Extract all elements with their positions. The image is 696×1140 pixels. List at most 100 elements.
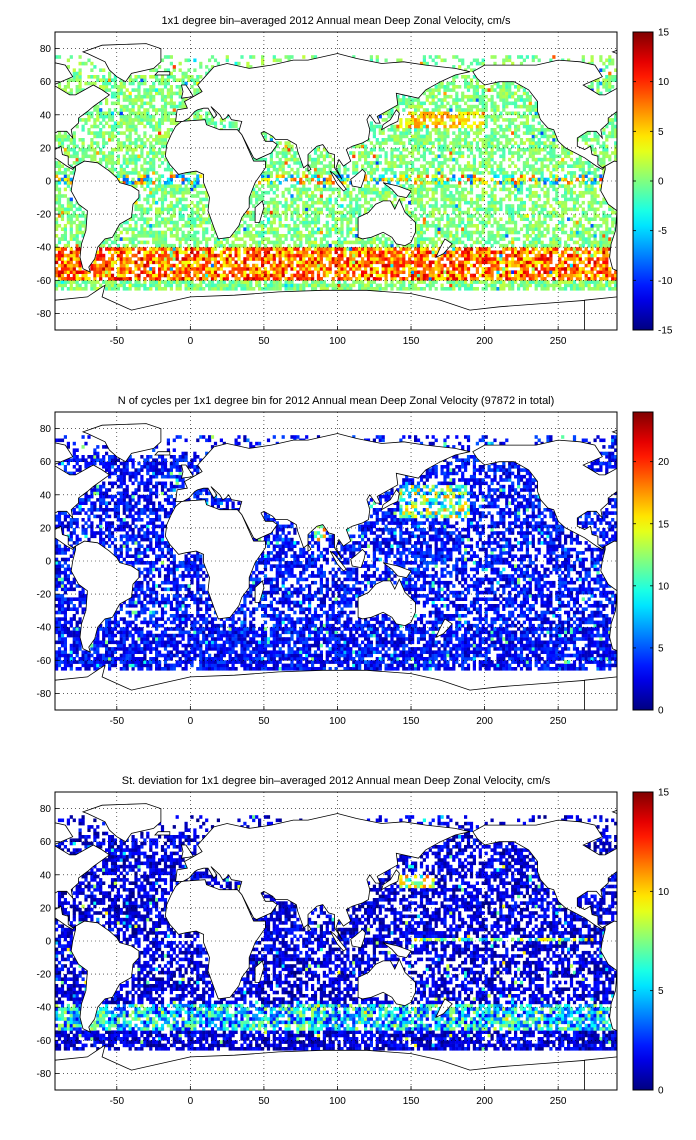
heatmap-cell	[502, 234, 506, 238]
heatmap-cell	[531, 190, 535, 195]
heatmap-cell	[517, 147, 521, 152]
heatmap-cell	[190, 234, 194, 238]
heatmap-cell	[340, 220, 344, 225]
heatmap-cell	[275, 177, 279, 182]
heatmap-cell	[305, 237, 309, 241]
heatmap-cell	[249, 224, 253, 228]
heatmap-cell	[558, 184, 562, 188]
heatmap-cell	[125, 247, 129, 251]
heatmap-cell	[275, 151, 279, 155]
heatmap-cell	[128, 287, 132, 291]
heatmap-cell	[366, 280, 371, 284]
heatmap-cell	[543, 243, 547, 248]
heatmap-cell	[122, 243, 126, 248]
heatmap-cell	[69, 171, 73, 175]
heatmap-cell	[296, 210, 300, 215]
heatmap-cell	[469, 283, 474, 288]
heatmap-cell	[193, 184, 197, 188]
heatmap-cell	[116, 144, 120, 149]
heatmap-cell	[517, 270, 521, 274]
heatmap-cell	[331, 210, 335, 215]
heatmap-cell	[190, 227, 194, 231]
heatmap-cell	[72, 138, 76, 142]
heatmap-cell	[143, 177, 147, 182]
heatmap-cell	[325, 200, 329, 205]
heatmap-cell	[196, 207, 200, 212]
heatmap-cells	[55, 55, 617, 291]
heatmap-cell	[572, 280, 577, 284]
heatmap-cell	[275, 194, 279, 198]
heatmap-cell	[55, 138, 59, 142]
heatmap-cell	[375, 141, 379, 145]
heatmap-cell	[146, 197, 150, 202]
heatmap-cell	[213, 257, 218, 261]
heatmap-cell	[378, 273, 382, 278]
heatmap-cell	[81, 280, 85, 284]
heatmap-cell	[93, 280, 97, 284]
heatmap-cell	[108, 161, 112, 165]
heatmap-cell	[316, 263, 321, 268]
heatmap-cell	[290, 177, 294, 182]
heatmap-cell	[337, 187, 341, 192]
heatmap-cell	[552, 141, 556, 145]
heatmap-cell	[537, 283, 541, 288]
heatmap-cell	[346, 227, 350, 231]
heatmap-cell	[567, 190, 571, 195]
heatmap-cell	[102, 144, 106, 149]
heatmap-cell	[152, 270, 156, 274]
heatmap-cell	[378, 240, 382, 245]
heatmap-cell	[340, 263, 344, 268]
heatmap-cell	[258, 283, 262, 288]
heatmap-cell	[452, 237, 456, 241]
heatmap-cell	[155, 207, 159, 212]
heatmap-cell	[352, 263, 356, 268]
heatmap-cell	[472, 174, 476, 178]
heatmap-cell	[552, 227, 556, 231]
heatmap-cell	[122, 157, 126, 162]
heatmap-cell	[390, 138, 394, 142]
heatmap-cell	[316, 273, 321, 278]
heatmap-cell	[160, 220, 165, 225]
heatmap-cell	[263, 280, 268, 284]
heatmap-cell	[434, 157, 438, 162]
heatmap-cell	[105, 237, 109, 241]
heatmap-cell	[411, 144, 415, 149]
heatmap-cell	[228, 260, 232, 265]
heatmap-cell	[381, 167, 385, 172]
heatmap-cell	[319, 263, 323, 268]
heatmap-cell	[543, 177, 547, 182]
heatmap-cell	[205, 227, 209, 231]
heatmap-cell	[158, 277, 162, 281]
heatmap-cell	[419, 174, 424, 178]
heatmap-cell	[108, 257, 112, 261]
heatmap-cell	[375, 164, 379, 168]
heatmap-cell	[393, 164, 397, 168]
heatmap-cell	[172, 194, 176, 198]
heatmap-cell	[328, 247, 332, 251]
heatmap-cell	[208, 253, 212, 258]
heatmap-cell	[528, 257, 532, 261]
heatmap-cell	[602, 197, 606, 202]
heatmap-cell	[296, 187, 300, 192]
heatmap-cell	[166, 280, 170, 284]
heatmap-cell	[605, 220, 609, 225]
heatmap-cell	[358, 197, 362, 202]
heatmap-cell	[193, 267, 197, 271]
heatmap-cell	[369, 247, 373, 251]
heatmap-cell	[466, 253, 471, 258]
heatmap-cell	[517, 257, 521, 261]
heatmap-cell	[69, 138, 73, 142]
heatmap-cell	[599, 257, 603, 261]
heatmap-cell	[205, 197, 209, 202]
heatmap-cell	[340, 197, 344, 202]
heatmap-cell	[146, 177, 150, 182]
heatmap-cell	[137, 157, 141, 162]
heatmap-cell	[231, 263, 235, 268]
heatmap-cell	[152, 157, 156, 162]
heatmap-cell	[505, 283, 509, 288]
heatmap-cell	[172, 250, 176, 255]
heatmap-cell	[272, 283, 276, 288]
heatmap-cell	[399, 157, 403, 162]
heatmap-cell	[443, 207, 447, 212]
heatmap-cell	[458, 134, 462, 139]
